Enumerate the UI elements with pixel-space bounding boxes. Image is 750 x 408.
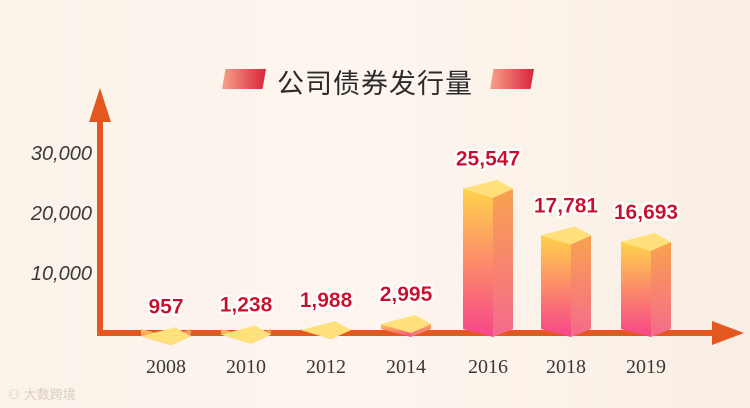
value-label-2019: 16,693 (614, 201, 678, 224)
y-tick-label: 30,000 (31, 143, 92, 165)
x-axis-arrow (712, 321, 744, 345)
bar-side-2016 (493, 188, 513, 337)
bar-side-2019 (651, 241, 671, 337)
value-label-2016: 25,547 (456, 148, 520, 171)
bar-front-2016 (463, 188, 493, 337)
bar-top-2008 (141, 327, 191, 346)
value-label-2018: 17,781 (534, 194, 599, 217)
bar-front-2014 (381, 324, 411, 337)
y-axis-arrow (89, 88, 111, 122)
bar-top-2014 (381, 315, 431, 334)
x-tick-label-2019: 2019 (626, 356, 666, 378)
watermark: ⚇ 大数跨境 (8, 384, 76, 403)
watermark-logo-icon: ⚇ (8, 388, 24, 403)
bar-top-2010 (221, 325, 271, 344)
value-label-2012: 1,988 (300, 289, 353, 312)
title-left-bar (222, 69, 266, 89)
bar-top-2018 (541, 226, 591, 245)
bar-top-2016 (463, 179, 513, 198)
y-axis (97, 110, 103, 336)
bar-top-2012 (301, 321, 351, 340)
value-label-2008: 957 (148, 295, 183, 318)
value-label-2014: 2,995 (380, 283, 433, 306)
watermark-text: 大数跨境 (23, 388, 76, 403)
y-tick-label: 10,000 (31, 263, 92, 285)
y-tick-label: 20,000 (30, 203, 92, 225)
x-tick-label-2008: 2008 (146, 356, 186, 378)
x-tick-label-2010: 2010 (226, 356, 266, 378)
chart-title: 公司债券发行量 (277, 69, 473, 100)
bar-side-2018 (571, 235, 591, 337)
x-tick-label-2016: 2016 (468, 356, 508, 378)
bar-side-2014 (411, 324, 431, 337)
x-tick-label-2012: 2012 (306, 356, 346, 378)
x-tick-label-2018: 2018 (546, 356, 586, 378)
bar-top-2019 (621, 232, 671, 251)
title-right-bar (490, 69, 534, 89)
x-tick-label-2014: 2014 (386, 356, 426, 378)
bar-front-2019 (621, 241, 651, 337)
bar-front-2018 (541, 235, 571, 337)
value-label-2010: 1,238 (220, 294, 273, 317)
